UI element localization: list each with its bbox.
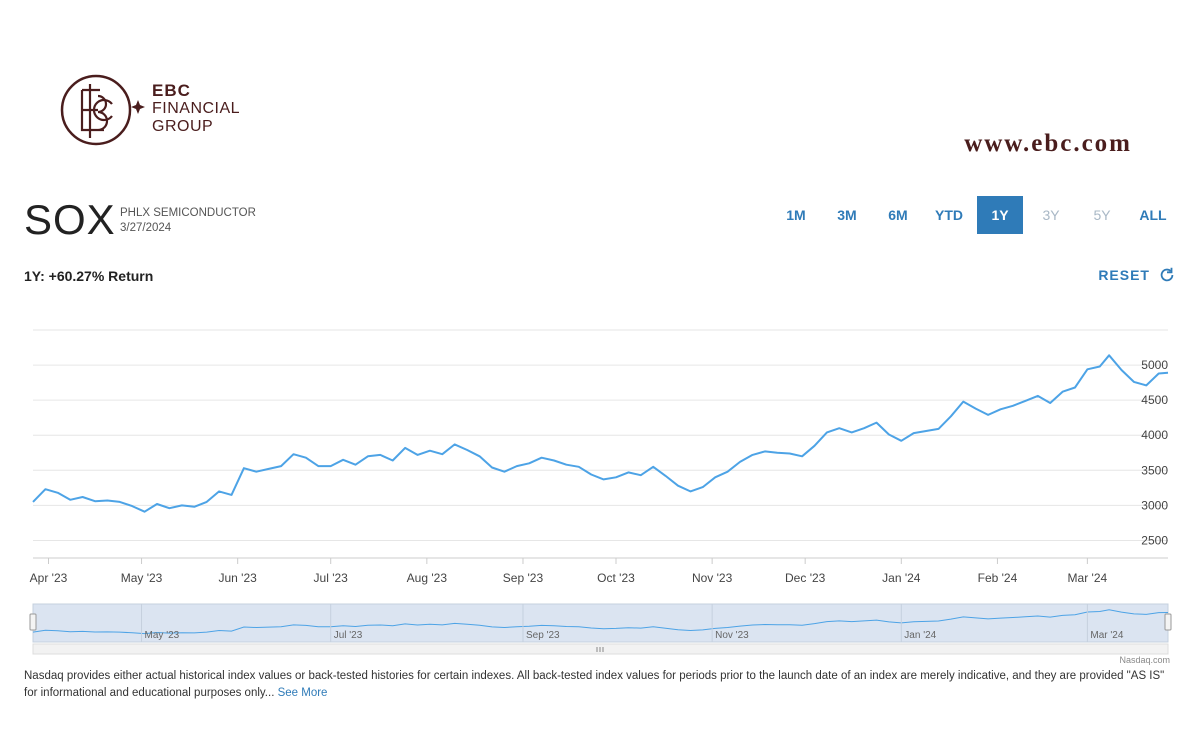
site-url: www.ebc.com [964,130,1132,157]
navigator-handle[interactable] [29,613,37,631]
brand-line-1: EBC [152,81,191,100]
chart-credit: Nasdaq.com [1119,655,1170,665]
disclaimer: Nasdaq provides either actual historical… [24,668,1174,702]
navigator-tick-label: Mar '24 [1090,630,1123,641]
x-tick-label: Jun '23 [219,571,258,585]
x-tick-label: Oct '23 [597,571,635,585]
navigator [32,603,1169,643]
y-tick-label: 3500 [1141,463,1168,477]
range-selector: 1M 3M 6M YTD 1Y 3Y 5Y ALL [768,196,1176,234]
range-button-3m[interactable]: 3M [837,207,857,223]
range-button-ytd[interactable]: YTD [935,207,963,223]
x-tick-label: Feb '24 [978,571,1018,585]
x-tick-label: Aug '23 [407,571,448,585]
y-tick-label: 4000 [1141,428,1168,442]
price-chart[interactable]: 2500 3000 3500 4000 4500 5000 Apr '23 May '23 Ju… [0,300,1200,660]
navigator-tick-label: Jan '24 [904,630,936,641]
scrollbar-grip [596,647,604,652]
navigator-handle[interactable] [1164,613,1172,631]
brand-name: EBC FINANCIAL GROUP [152,82,240,136]
range-button-6m[interactable]: 6M [888,207,908,223]
range-button-5y[interactable]: 5Y [1093,207,1111,223]
x-tick-label: Apr '23 [30,571,68,585]
x-tick-label: Sep '23 [503,571,544,585]
navigator-tick-label: May '23 [145,630,180,641]
y-tick-label: 5000 [1141,358,1168,372]
x-tick-label: Nov '23 [692,571,733,585]
range-button-1y[interactable]: 1Y [977,196,1023,234]
navigator-tick-label: Sep '23 [526,630,560,641]
index-meta: PHLX SEMICONDUCTOR 3/27/2024 [120,206,256,236]
navigator-tick-label: Nov '23 [715,630,749,641]
x-tick-label: May '23 [121,571,163,585]
index-date: 3/27/2024 [120,222,172,234]
disclaimer-text: Nasdaq provides either actual historical… [24,670,1165,699]
range-button-3y[interactable]: 3Y [1042,207,1060,223]
navigator-line [32,609,1169,635]
range-button-1m[interactable]: 1M [786,207,806,223]
x-tick-label: Jan '24 [882,571,921,585]
ebc-logo [60,74,145,146]
ticker-symbol: SOX [24,196,116,243]
see-more-link[interactable]: See More [277,687,328,699]
brand-line-2: FINANCIAL [152,100,241,117]
range-button-all[interactable]: ALL [1139,207,1167,223]
index-name: PHLX SEMICONDUCTOR [120,207,256,219]
return-summary: 1Y: +60.27% Return [24,268,154,284]
brand-line-3: GROUP [152,118,214,135]
reset-label: RESET [1098,267,1150,283]
x-tick-label: Mar '24 [1068,571,1108,585]
y-tick-label: 3000 [1141,498,1168,512]
navigator-tick-label: Jul '23 [334,630,363,641]
reset-button[interactable]: RESET [1098,266,1176,284]
refresh-icon [1160,267,1174,282]
y-tick-label: 4500 [1141,393,1168,407]
x-tick-label: Dec '23 [785,571,826,585]
x-tick-label: Jul '23 [314,571,349,585]
price-line [32,354,1169,513]
y-tick-label: 2500 [1141,533,1168,547]
